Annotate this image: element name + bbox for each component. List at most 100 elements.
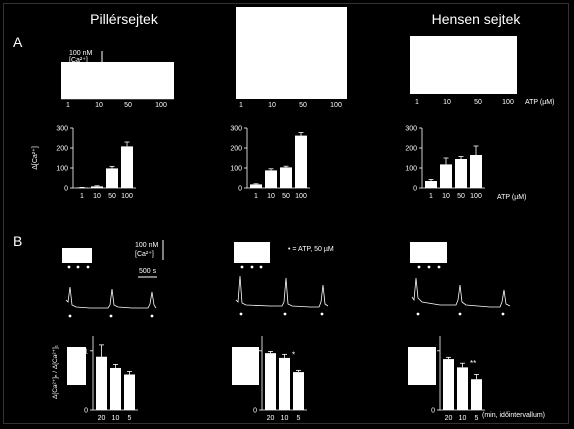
y-tick-label: 1	[253, 348, 257, 355]
y-tick-label: 100	[230, 166, 242, 173]
x-tick-label: 10	[112, 415, 120, 422]
y-tick-label: 200	[405, 146, 417, 153]
x-tick-label: 10	[93, 193, 101, 200]
x-tick-label: 50	[457, 193, 465, 200]
bar	[293, 372, 304, 410]
bar	[457, 367, 468, 410]
y-tick-label: 300	[56, 126, 68, 133]
atp-dot	[250, 265, 254, 269]
dose-axis-3: 1 10 50 100 ATP (µM)	[415, 99, 554, 106]
dose-axis-1: 1 10 50 100	[61, 98, 174, 109]
y-tick-label: 300	[230, 126, 242, 133]
atp-dot	[239, 312, 243, 316]
dose-label: 100	[502, 99, 514, 106]
interval-label: (min, időintervallum)	[482, 412, 545, 419]
dose-label: 1	[66, 102, 70, 109]
title-pillar-cells: Pillérsejtek	[90, 11, 159, 27]
atp-dot	[320, 312, 324, 316]
x-tick-label: 20	[98, 415, 106, 422]
dose-axis-2: 1 10 50 100	[239, 102, 342, 109]
stim-box-1	[62, 248, 92, 269]
bar	[470, 155, 482, 188]
atp-dot	[150, 314, 154, 318]
y-tick-label: 100	[56, 166, 68, 173]
x-tick-label: 5	[128, 415, 132, 422]
atp-dot	[283, 312, 287, 316]
x-tick-label: 100	[470, 193, 482, 200]
y-tick-label: 0	[431, 408, 435, 415]
ref-box-2	[232, 347, 259, 385]
x-tick-label: 10	[442, 193, 450, 200]
scale-amount-b: 100 nM	[135, 242, 159, 249]
trace-box-pillar-a	[61, 62, 174, 99]
atp-dot	[68, 314, 72, 318]
atp-note: • = ATP, 50 µM	[288, 246, 334, 253]
scale-time-b: 500 s	[139, 268, 157, 275]
bar	[110, 367, 121, 410]
dose-label: 50	[474, 99, 482, 106]
x-tick-label: 5	[297, 415, 301, 422]
atp-dot	[416, 312, 420, 316]
bar	[265, 170, 277, 188]
ref-box-3	[408, 347, 436, 385]
trace-hensen	[411, 277, 511, 308]
stim-box-2	[234, 242, 270, 269]
bar	[443, 359, 454, 410]
bar	[96, 356, 107, 410]
significance-label: **	[470, 359, 476, 368]
atp-dot	[427, 265, 431, 269]
bar	[425, 181, 437, 188]
dose-label: 1	[239, 102, 243, 109]
bar-chart-a-hensen: 0 100 200 300 1 10 50 100	[405, 126, 485, 200]
dose-label: 10	[268, 102, 276, 109]
atp-dot	[86, 265, 90, 269]
ref-box-1	[67, 347, 86, 385]
dose-label: 1	[415, 99, 419, 106]
x-tick-label: 1	[429, 193, 433, 200]
bar-chart-b-hensen: 0 1 20 ** 10 5	[431, 336, 485, 422]
y-tick-label: 300	[405, 126, 417, 133]
scale-unit-b: [Ca²⁺]	[135, 251, 154, 258]
y-axis-label-b: Δ[Ca²⁺]ₙ / Δ[Ca²⁺]₁	[52, 344, 59, 399]
dose-label: 50	[299, 102, 307, 109]
x-tick-label: 50	[282, 193, 290, 200]
trace-box-hensen-a	[410, 36, 517, 94]
atp-dot	[417, 265, 421, 269]
bar	[76, 187, 88, 189]
significance-label: *	[292, 350, 295, 359]
atp-label-bars: ATP (µM)	[497, 194, 526, 201]
scale-unit-a: [Ca²⁺]	[69, 57, 88, 64]
x-tick-label: 10	[267, 193, 275, 200]
dose-label: 10	[95, 102, 103, 109]
y-tick-label: 1	[84, 348, 88, 355]
stim-box-3	[410, 242, 447, 269]
atp-dot	[259, 265, 263, 269]
bar	[295, 135, 307, 188]
bar	[279, 357, 290, 410]
atp-dot	[76, 265, 80, 269]
bar	[121, 146, 133, 188]
x-tick-label: 20	[445, 415, 453, 422]
bar-chart-a-mid: 0 100 200 300 1 10 50 100	[230, 126, 310, 200]
atp-dot	[501, 312, 505, 316]
bar	[91, 186, 103, 188]
x-tick-label: 50	[108, 193, 116, 200]
bar	[250, 184, 262, 188]
atp-dot	[458, 312, 462, 316]
bar-chart-b-pillar: 0 1 20 10 5	[84, 336, 138, 422]
bar	[106, 168, 118, 188]
y-tick-label: 200	[230, 146, 242, 153]
panel-label-b: B	[13, 233, 22, 249]
dose-label: 100	[155, 102, 167, 109]
x-tick-label: 10	[459, 415, 467, 422]
trace-mid	[235, 275, 329, 308]
bar-chart-b-mid: 0 1 20 * 10 5	[253, 336, 307, 422]
y-tick-label: 0	[238, 186, 242, 193]
bar	[455, 159, 467, 188]
atp-dot	[240, 265, 244, 269]
x-tick-label: 1	[254, 193, 258, 200]
atp-label-traces: ATP (µM)	[525, 99, 554, 106]
dose-label: 50	[124, 102, 132, 109]
trace-box-mid-a	[236, 7, 347, 99]
